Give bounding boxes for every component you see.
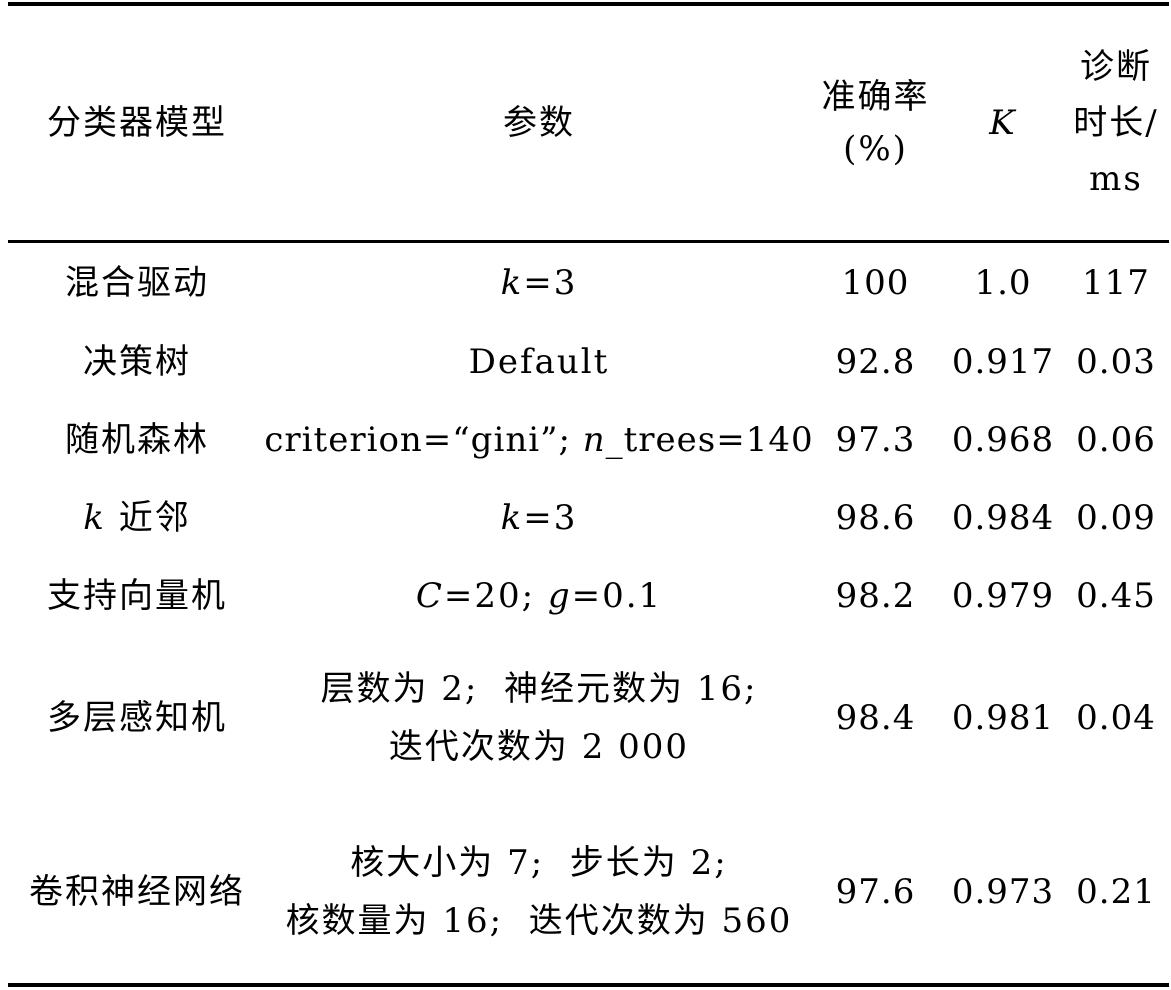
row3-k: 0.968 xyxy=(951,420,1055,460)
row7-time: 0.21 xyxy=(1076,872,1156,912)
row3-accuracy: 97.3 xyxy=(835,420,916,460)
row5-k: 0.979 xyxy=(951,576,1055,616)
row2-params: Default xyxy=(468,342,610,382)
row1-model: 混合驱动 xyxy=(65,263,209,303)
row6-model: 多层感知机 xyxy=(47,698,227,738)
row1-param-var: k xyxy=(500,263,524,303)
row6-params-line2: 迭代次数为 2 000 xyxy=(388,727,690,767)
row2-time: 0.03 xyxy=(1076,342,1156,382)
row3-param-post: _trees=140 xyxy=(605,420,814,460)
row7-accuracy: 97.6 xyxy=(835,872,916,912)
header-model: 分类器模型 xyxy=(47,103,227,143)
row3-params: criterion=“gini”; n _trees=140 xyxy=(264,401,812,479)
row1-k: 1.0 xyxy=(974,263,1032,303)
header-time: 诊断 时长/ ms xyxy=(1063,6,1169,240)
header-accuracy-line1: 准确率 xyxy=(821,77,930,117)
row2-k: 0.917 xyxy=(951,342,1055,382)
row4-model: k 近邻 xyxy=(8,479,266,557)
row6-time: 0.04 xyxy=(1076,698,1156,738)
header-time-line1: 诊断 xyxy=(1080,47,1152,87)
header-time-line3: ms xyxy=(1089,159,1143,199)
row7-k: 0.973 xyxy=(951,872,1055,912)
row2-model: 决策树 xyxy=(83,342,191,382)
header-accuracy-line2: (%) xyxy=(843,129,908,169)
row5-param-var1: C xyxy=(415,576,444,616)
row4-param-var: k xyxy=(500,498,524,538)
row4-model-rest: 近邻 xyxy=(105,498,191,538)
row5-params: C =20; g =0.1 xyxy=(270,557,808,635)
row5-accuracy: 98.2 xyxy=(835,576,916,616)
bottom-rule xyxy=(8,983,1169,987)
row4-time: 0.09 xyxy=(1076,498,1156,538)
row3-time: 0.06 xyxy=(1076,420,1156,460)
row4-accuracy: 98.6 xyxy=(835,498,916,538)
row7-params: 核大小为 7; 步长为 2; 核数量为 16; 迭代次数为 560 xyxy=(270,801,808,983)
row4-k: 0.984 xyxy=(951,498,1055,538)
header-params: 参数 xyxy=(503,103,575,143)
row2-accuracy: 92.8 xyxy=(835,342,916,382)
row5-time: 0.45 xyxy=(1076,576,1156,616)
row7-model: 卷积神经网络 xyxy=(29,872,245,912)
row3-param-var: n xyxy=(582,420,606,460)
header-accuracy: 准确率 (%) xyxy=(808,6,943,240)
row7-params-line2: 核数量为 16; 迭代次数为 560 xyxy=(285,901,793,941)
row4-model-var: k xyxy=(83,498,106,538)
row3-model: 随机森林 xyxy=(65,420,209,460)
row4-params: k =3 xyxy=(270,479,808,557)
row5-model: 支持向量机 xyxy=(47,576,227,616)
row3-param-pre: criterion=“gini”; xyxy=(264,420,583,460)
row6-accuracy: 98.4 xyxy=(835,698,916,738)
header-rule xyxy=(8,240,1169,243)
row5-param-mid: =20; xyxy=(443,576,548,616)
row5-param-end: =0.1 xyxy=(571,576,663,616)
row4-param-rest: =3 xyxy=(523,498,578,538)
row6-params: 层数为 2; 神经元数为 16; 迭代次数为 2 000 xyxy=(270,635,808,801)
top-rule xyxy=(8,2,1169,6)
row7-params-line1: 核大小为 7; 步长为 2; xyxy=(350,843,728,883)
row1-time: 117 xyxy=(1082,263,1150,303)
results-table: 分类器模型 参数 准确率 (%) K 诊断 时长/ ms 混合驱动 k =3 10… xyxy=(8,0,1169,990)
row6-k: 0.981 xyxy=(951,698,1055,738)
row1-params: k =3 xyxy=(270,243,808,323)
header-k: K xyxy=(989,103,1017,143)
row5-param-var2: g xyxy=(547,576,572,616)
header-time-line2: 时长/ xyxy=(1073,103,1159,143)
row1-accuracy: 100 xyxy=(841,263,910,303)
row1-param-rest: =3 xyxy=(523,263,578,303)
row6-params-line1: 层数为 2; 神经元数为 16; xyxy=(320,669,758,709)
